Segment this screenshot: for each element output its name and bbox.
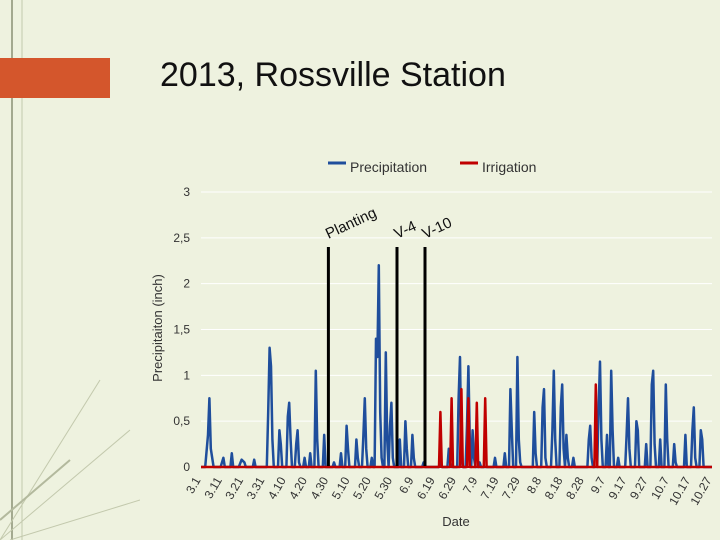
- x-tick-label: 3.1: [183, 474, 204, 496]
- x-tick-label: 7.19: [478, 474, 502, 502]
- x-tick-label: 8.8: [524, 474, 545, 496]
- y-tick-label: 0: [183, 460, 190, 474]
- legend: Precipitation Irrigation: [328, 159, 536, 175]
- series-line-precipitation: [201, 264, 712, 469]
- x-tick-label: 3.11: [202, 474, 226, 501]
- x-tick-label: 9.17: [606, 474, 630, 502]
- y-tick-labels: 0 0,5 1 1,5 2 2,5 3: [173, 185, 190, 474]
- x-tick-label: 6.19: [414, 474, 438, 502]
- x-tick-label: 5.10: [329, 474, 353, 502]
- slide-title: 2013, Rossville Station: [160, 56, 506, 94]
- x-tick-label: 8.28: [563, 474, 587, 502]
- title-banner: [0, 58, 110, 98]
- x-tick-label: 4.30: [308, 474, 332, 502]
- y-tick-label: 1: [183, 368, 190, 382]
- x-tick-label: 7.29: [499, 474, 523, 502]
- x-tick-label: 3.21: [222, 474, 246, 502]
- legend-label-irrigation: Irrigation: [482, 159, 536, 175]
- x-tick-label: 4.10: [265, 474, 289, 502]
- y-tick-label: 1,5: [173, 323, 190, 337]
- y-tick-label: 2: [183, 277, 190, 291]
- event-label-v-4: V-4: [392, 218, 420, 243]
- y-tick-label: 0,5: [173, 414, 190, 428]
- x-tick-label: 4.20: [286, 474, 310, 502]
- x-tick-label: 5.30: [371, 474, 395, 502]
- series-lines: [201, 264, 712, 469]
- y-tick-label: 3: [183, 185, 190, 199]
- x-tick-labels: 3.13.113.213.314.104.204.305.105.205.30 6…: [183, 474, 715, 507]
- y-axis-title: Precipitaiton (inch): [150, 274, 165, 382]
- legend-label-precipitation: Precipitation: [350, 159, 427, 175]
- x-tick-label: 9.7: [588, 474, 609, 496]
- x-tick-label: 7.9: [460, 474, 481, 496]
- x-tick-label: 9.27: [627, 474, 651, 502]
- x-tick-label: 10.27: [687, 474, 714, 507]
- x-tick-label: 3.31: [244, 474, 268, 502]
- x-tick-label: 6.29: [435, 474, 459, 502]
- x-tick-label: 6.9: [396, 474, 417, 496]
- event-label-v-10: V-10: [420, 214, 455, 242]
- x-axis-title: Date: [442, 514, 469, 529]
- event-label-planting: Planting: [323, 204, 379, 242]
- x-tick-label: 5.20: [350, 474, 374, 502]
- x-tick-label: 8.18: [542, 474, 566, 502]
- y-tick-label: 2,5: [173, 231, 190, 245]
